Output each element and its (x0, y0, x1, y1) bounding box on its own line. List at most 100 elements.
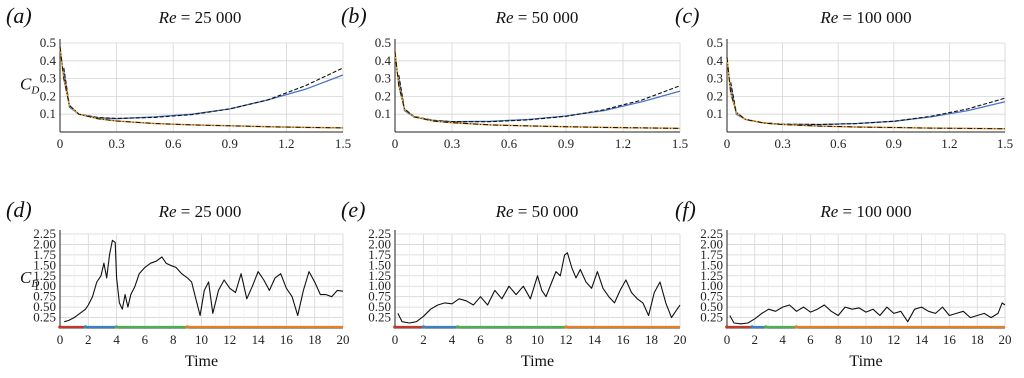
panel-a: 0 0.3 0.6 0.9 1.2 1.5 0.1 0.2 0.3 0.4 0.5 (a) Re = 2… (6, 3, 351, 151)
phase-segment-marker (114, 325, 119, 329)
y-tick-label: 1.75 (700, 247, 723, 262)
series-line-dashed (730, 82, 1006, 126)
y-tick-label: 2.00 (700, 236, 723, 251)
x-tick-label: 16 (617, 332, 631, 347)
x-tick-label: 18 (645, 332, 658, 347)
panel-title: Re = 50 000 (495, 8, 579, 27)
title-value: = 100 000 (838, 202, 911, 221)
y-tick-label: 1.00 (368, 278, 391, 293)
x-tick-label: 0 (57, 332, 64, 347)
y-tick-label: 0.2 (707, 88, 723, 103)
panel-label: (f) (675, 197, 696, 222)
panel-title: Re = 100 000 (819, 202, 911, 221)
x-tick-label: 20 (674, 332, 687, 347)
y-tick-label: 0.5 (375, 35, 391, 50)
panel-d: 0 2 4 6 8 10 12 14 16 18 20 0.250.500.751.001.251.5… (6, 197, 350, 370)
panel-label: (d) (6, 197, 32, 222)
x-tick-label: 0 (724, 136, 731, 151)
title-value: = 25 000 (177, 202, 242, 221)
phase-segment-marker (725, 325, 729, 329)
y-tick-label: 1.75 (368, 247, 391, 262)
x-tick-label: 0.9 (558, 136, 574, 151)
phase-segment-marker (83, 325, 88, 329)
phase-segment-marker (564, 325, 568, 329)
series-line-blue (730, 85, 1006, 126)
panel-e: 0 2 4 6 8 10 12 14 16 18 20 0.250.500.751.001.251.5… (341, 197, 687, 370)
y-tick-label: 1.50 (700, 257, 723, 272)
y-tick-label: 2.25 (700, 226, 723, 241)
y-tick-label: 2.00 (33, 236, 56, 251)
phase-segment-marker (421, 325, 426, 329)
panel-label: (e) (341, 197, 365, 222)
x-tick-label: 14 (915, 332, 929, 347)
phase-segment-marker (185, 325, 190, 329)
y-tick-label: 0.3 (707, 71, 723, 86)
x-tick-label: 8 (506, 332, 513, 347)
y-tick-label: 0.25 (33, 310, 56, 325)
y-tick-label: 0.50 (368, 299, 391, 314)
phase-segment-marker (794, 325, 799, 329)
title-re: Re (158, 8, 177, 27)
y-tick-label: 1.50 (33, 257, 56, 272)
y-tick-label: 0.25 (368, 310, 391, 325)
y-tick-label: 1.25 (368, 268, 391, 283)
x-axis-label: Time (185, 353, 218, 370)
x-tick-label: 10 (531, 332, 544, 347)
phase-segment-marker (750, 325, 754, 329)
phase-segment-marker (58, 325, 62, 329)
panel-label: (a) (6, 3, 32, 28)
phase-segment-marker (764, 325, 768, 329)
y-tick-label: 0.3 (40, 71, 56, 86)
series-line-black (729, 302, 1006, 325)
x-tick-label: 0.6 (165, 136, 182, 151)
x-tick-label: 6 (142, 332, 149, 347)
y-tick-label: 2.25 (33, 226, 56, 241)
title-re: Re (495, 8, 514, 27)
x-tick-label: 0.6 (501, 136, 518, 151)
y-tick-label: 0.5 (40, 35, 56, 50)
y-tick-label: 0.1 (707, 106, 723, 121)
title-re: Re (495, 202, 514, 221)
y-tick-label: 1.25 (700, 268, 723, 283)
x-tick-label: 4 (113, 332, 120, 347)
title-value: = 50 000 (514, 202, 579, 221)
panel-c: 0 0.3 0.6 0.9 1.2 1.5 0.1 0.2 0.3 0.4 0.5 (c) Re = 1… (675, 3, 1013, 151)
x-tick-label: 20 (999, 332, 1012, 347)
x-tick-label: 2 (85, 332, 92, 347)
y-tick-label: 0.75 (368, 289, 391, 304)
x-axis-label: Time (849, 353, 882, 370)
panel-title: Re = 50 000 (495, 202, 579, 221)
x-tick-label: 20 (337, 332, 350, 347)
x-tick-label: 10 (860, 332, 873, 347)
x-tick-label: 0.3 (108, 136, 124, 151)
phase-segment-marker (393, 325, 397, 329)
x-tick-label: 6 (477, 332, 484, 347)
y-tick-label: 1.25 (33, 268, 56, 283)
x-tick-label: 1.5 (997, 136, 1013, 151)
y-tick-label: 0.50 (33, 299, 56, 314)
x-tick-label: 0 (392, 136, 399, 151)
y-tick-label: 1.75 (33, 247, 56, 262)
x-tick-label: 6 (807, 332, 814, 347)
series-line-dashdot (394, 51, 681, 129)
x-tick-label: 0.3 (774, 136, 790, 151)
phase-segment-marker (455, 325, 460, 329)
panel-title: Re = 100 000 (819, 8, 911, 27)
series-line-dashed (63, 67, 344, 120)
x-tick-label: 1.5 (335, 136, 351, 151)
x-tick-label: 12 (223, 332, 236, 347)
x-tick-label: 16 (943, 332, 957, 347)
panel-label: (b) (341, 3, 367, 28)
y-tick-label: 0.1 (375, 106, 391, 121)
x-tick-label: 0.9 (222, 136, 238, 151)
title-re: Re (819, 202, 838, 221)
x-tick-label: 0 (392, 332, 399, 347)
y-axis-label-subscript: D (30, 85, 39, 97)
x-tick-label: 14 (252, 332, 266, 347)
series-line-orange (394, 51, 681, 130)
y-tick-label: 0.4 (375, 53, 392, 68)
panel-title: Re = 25 000 (158, 8, 242, 27)
y-tick-label: 0.1 (40, 106, 56, 121)
series-line-dashdot (726, 57, 1006, 130)
panel-label: (c) (675, 3, 699, 28)
